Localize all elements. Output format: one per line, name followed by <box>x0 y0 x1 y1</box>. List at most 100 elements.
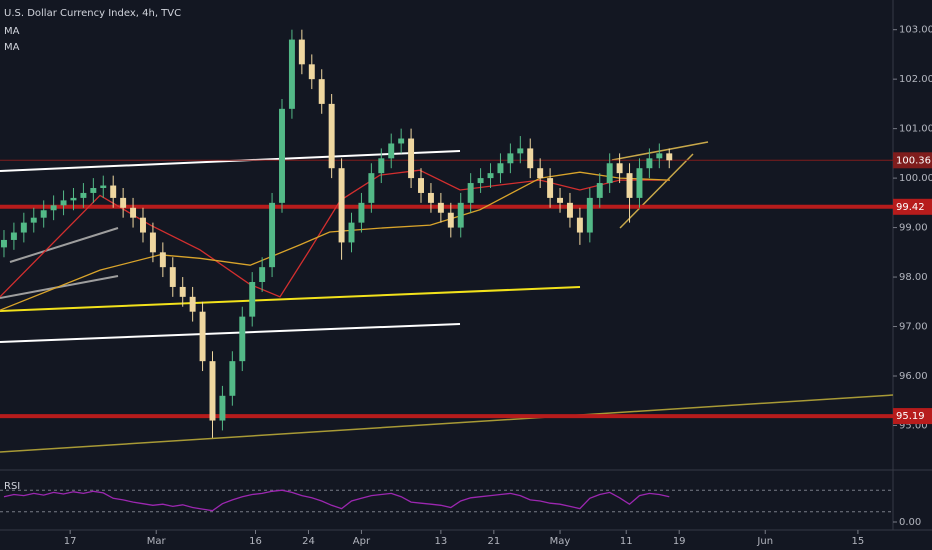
x-tick-label: 11 <box>620 536 633 547</box>
candle-body <box>586 197 593 233</box>
x-tick-label: 13 <box>435 536 448 547</box>
trend-line <box>0 286 581 312</box>
candle-body <box>199 311 206 362</box>
candle-body <box>50 205 57 211</box>
level-label: 95.19 <box>896 411 925 422</box>
candle-body <box>179 286 186 297</box>
x-tick-label: 16 <box>249 536 262 547</box>
legend-entry: MA <box>4 42 20 53</box>
candle-body <box>100 185 107 188</box>
candle-body <box>467 183 474 203</box>
trend-line <box>0 394 893 453</box>
candle-body <box>120 197 127 208</box>
candle-body <box>427 192 434 203</box>
candle-body <box>477 178 484 184</box>
candle-body <box>189 296 196 312</box>
candle-body <box>517 148 524 154</box>
candle-body <box>507 153 514 164</box>
candle-body <box>269 202 276 268</box>
y-tick-label: 98.00 <box>899 272 928 283</box>
candle-body <box>576 217 583 233</box>
x-tick-label: May <box>550 536 571 547</box>
candle-body <box>219 395 226 421</box>
candle-body <box>606 163 613 184</box>
candle-body <box>130 207 137 218</box>
wedge-line <box>619 153 694 229</box>
x-tick-label: Mar <box>147 536 167 547</box>
candle-body <box>70 197 77 201</box>
candle-body <box>328 103 335 169</box>
candle-body <box>318 79 325 104</box>
level-label: 99.42 <box>896 202 925 213</box>
moving-average <box>0 171 670 311</box>
candle-body <box>616 163 623 174</box>
candle-body <box>656 153 663 159</box>
trend-line <box>0 323 461 343</box>
candle-body <box>338 168 345 243</box>
candle-body <box>447 212 454 228</box>
drawings <box>0 141 893 453</box>
moving-average <box>0 169 670 298</box>
candle-body <box>596 183 603 198</box>
candle-body <box>408 138 415 179</box>
x-tick-label: 17 <box>64 536 77 547</box>
last-price-tag <box>893 152 932 169</box>
candle-body <box>666 153 673 161</box>
candle-body <box>398 138 405 144</box>
candle-body <box>378 158 385 174</box>
candle-body <box>90 188 97 193</box>
candle-body <box>80 192 87 198</box>
candle-body <box>348 222 355 243</box>
candle-body <box>159 252 166 268</box>
candle-body <box>10 232 17 240</box>
x-tick-label: Jun <box>756 536 773 547</box>
candle-body <box>457 202 464 228</box>
candle-body <box>259 267 266 282</box>
y-tick-label: 95.00 <box>899 420 928 431</box>
candle-body <box>60 200 67 206</box>
rsi-label: RSI <box>4 481 20 492</box>
y-tick-label: 101.00 <box>899 124 932 135</box>
x-tick-label: 21 <box>487 536 500 547</box>
candle-body <box>298 39 305 65</box>
last-price-label: 100.36 <box>896 155 931 166</box>
rsi-line <box>3 489 670 512</box>
rsi-tick-label: 0.00 <box>899 517 921 528</box>
y-tick-label: 103.00 <box>899 25 932 36</box>
candle-body <box>646 158 653 169</box>
candle-body <box>239 316 246 362</box>
candle-body <box>497 163 504 174</box>
candle-body <box>288 39 295 109</box>
candle-body <box>229 361 236 396</box>
level-tag <box>893 198 932 215</box>
candle-body <box>547 178 554 198</box>
candle-body <box>358 202 365 223</box>
candle-body <box>30 217 37 223</box>
y-tick-label: 100.00 <box>899 173 932 184</box>
x-tick-label: 19 <box>673 536 686 547</box>
trend-line <box>9 227 119 263</box>
wedge-line <box>611 141 709 161</box>
candle-body <box>40 210 47 218</box>
y-tick-label: 102.00 <box>899 74 932 85</box>
candle-body <box>140 217 146 233</box>
candle-body <box>110 185 117 198</box>
candle-body <box>209 361 216 421</box>
candle-body <box>636 168 643 198</box>
candle-body <box>487 173 494 179</box>
candle-body <box>557 197 564 203</box>
legend-entry: MA <box>4 26 20 37</box>
candle-body <box>566 202 573 218</box>
candle-body <box>537 168 544 179</box>
candle-body <box>279 108 285 203</box>
x-tick-label: 15 <box>852 536 865 547</box>
trend-line <box>0 150 461 172</box>
candle-body <box>169 267 176 287</box>
y-tick-label: 96.00 <box>899 371 928 382</box>
candle-body <box>20 222 27 233</box>
candle-body <box>149 232 156 253</box>
candle-body <box>418 178 424 193</box>
candle-body <box>527 148 534 169</box>
